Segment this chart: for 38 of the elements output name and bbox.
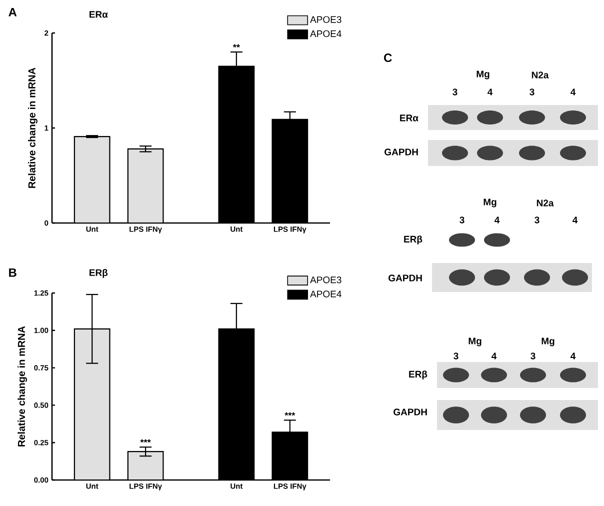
- data-label: ***: [140, 439, 151, 443]
- text: Mg: [468, 338, 482, 346]
- text: 3: [534, 216, 540, 224]
- text: 3: [454, 352, 458, 360]
- text: 4: [492, 352, 497, 360]
- text: Mg: [476, 70, 490, 80]
- text: ERβ: [404, 236, 422, 244]
- y-axis-title: Relative change in mRNA: [18, 326, 28, 446]
- text: GAPDH: [394, 408, 427, 416]
- text: ERβ: [409, 370, 428, 380]
- text: Mg: [542, 338, 554, 346]
- text: 4: [570, 88, 576, 96]
- data-label: ***: [284, 412, 296, 416]
- text: 4: [488, 88, 493, 96]
- text: 4: [572, 216, 578, 224]
- legend-label: APOE4: [310, 30, 342, 38]
- text: 3: [460, 216, 464, 224]
- text: GAPDH: [388, 274, 422, 282]
- text: 3: [530, 352, 536, 360]
- text: ERα: [400, 114, 418, 122]
- text: B: [9, 268, 16, 277]
- y-axis-title: Relative change in mRNA: [28, 68, 38, 188]
- text: 4: [494, 216, 500, 224]
- legend-label: APOE4: [310, 290, 342, 298]
- text: Mg: [484, 198, 496, 208]
- text: 3: [530, 88, 534, 96]
- legend-label: APOE3: [310, 276, 342, 284]
- chart-title: ERα: [90, 11, 108, 18]
- chart-title: ERβ: [90, 269, 108, 278]
- legend-label: APOE3: [310, 16, 342, 23]
- text: N2a: [536, 200, 554, 206]
- text: C: [384, 54, 392, 62]
- text: A: [8, 8, 17, 16]
- text: GAPDH: [384, 148, 418, 156]
- text: 4: [570, 352, 576, 360]
- data-label: **: [232, 44, 240, 48]
- text: N2a: [532, 72, 549, 78]
- text: 3: [452, 88, 458, 96]
